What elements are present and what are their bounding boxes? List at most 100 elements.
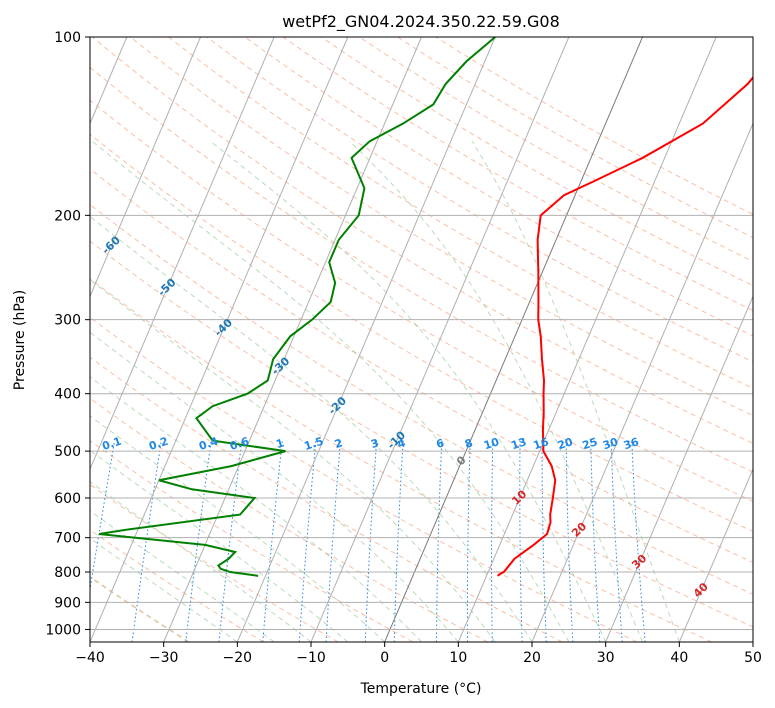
moist-adiabat (90, 481, 312, 642)
chart-title: wetPf2_GN04.2024.350.22.59.G08 (282, 12, 560, 32)
dry-adiabat (90, 529, 264, 642)
background-reference-lines (90, 37, 753, 642)
mixing-ratio-label: 36 (622, 435, 641, 452)
isotherm-line (605, 295, 753, 642)
isotherm-label: 0 (454, 453, 469, 468)
mixing-ratio-label: 30 (601, 435, 620, 452)
moist-adiabat (90, 537, 238, 642)
mixing-ratio-label: 0.1 (101, 435, 124, 453)
moist-adiabat (349, 140, 643, 642)
mixing-ratio-line (435, 440, 443, 642)
y-tick-label: 500 (54, 444, 81, 460)
dewpoint-profile (99, 37, 496, 577)
isotherm-label: 20 (569, 520, 589, 540)
dry-adiabat (90, 66, 753, 473)
mixing-ratio-line (541, 440, 547, 642)
mixing-ratio-line (393, 440, 404, 642)
plot-frame (89, 36, 754, 643)
mixing-ratio-line (325, 440, 342, 642)
mixing-ratio-label: 16 (532, 435, 551, 452)
y-tick-label: 1000 (45, 622, 81, 638)
isotherm-label: 40 (691, 580, 711, 600)
y-tick-label: 400 (54, 387, 81, 403)
y-tick-label: 800 (54, 565, 81, 581)
isotherm-line (752, 640, 753, 642)
dry-adiabat (90, 397, 488, 642)
y-axis-label: Pressure (hPa) (12, 290, 28, 390)
isotherm-label: -30 (269, 354, 293, 377)
mixing-ratio-line (519, 440, 523, 642)
isotherm-line (457, 37, 717, 642)
mixing-ratio-label: 8 (463, 436, 474, 451)
mixing-ratio-line (631, 440, 646, 642)
dry-adiabat (90, 575, 190, 642)
dry-adiabat (91, 37, 753, 445)
isotherm-label: 30 (629, 552, 649, 572)
x-axis-label: Temperature (°C) (360, 681, 482, 697)
isotherm-line (90, 37, 349, 642)
mixing-ratio-label: 4 (396, 436, 408, 451)
y-tick-label: 900 (54, 595, 81, 611)
mixing-ratio-label: 20 (556, 435, 575, 452)
isotherm-label: -50 (155, 276, 179, 299)
mixing-ratio-line (466, 440, 471, 642)
x-tick-label: 30 (597, 650, 615, 666)
dry-adiabat (168, 37, 753, 389)
y-tick-label: 200 (54, 208, 81, 224)
moist-adiabat (90, 449, 349, 642)
x-tick-label: −30 (149, 650, 179, 666)
series-layer (99, 37, 753, 577)
x-tick-label: 0 (380, 650, 389, 666)
dry-adiabat (282, 37, 753, 312)
isotherm-line (531, 122, 753, 642)
mixing-ratio-line (364, 440, 378, 642)
mixing-ratio-line (610, 440, 623, 642)
y-tick-label: 100 (54, 30, 81, 46)
x-tick-label: 50 (744, 650, 762, 666)
isotherm-line (90, 37, 275, 471)
x-axis: −40 −30 −20 −10 0 10 20 30 40 50 (75, 642, 762, 666)
dry-adiabat (320, 37, 753, 287)
temperature-profile (496, 75, 753, 577)
dry-adiabat (130, 37, 753, 417)
mixing-ratio-label: 6 (435, 436, 447, 451)
x-tick-label: −20 (223, 650, 253, 666)
mixing-ratio-label: 10 (482, 435, 501, 452)
dry-adiabat (90, 278, 712, 642)
isotherm-line (163, 37, 422, 642)
mixing-ratio-label: 0.6 (228, 434, 251, 452)
mixing-ratio-line (590, 440, 601, 642)
grid-lines (90, 37, 753, 642)
mixing-ratio-line (90, 440, 116, 593)
isotherm-line (236, 37, 496, 642)
moist-adiabat (471, 141, 680, 642)
isotherm-label: -20 (326, 394, 350, 417)
x-tick-label: −10 (296, 650, 326, 666)
isotherm-line (310, 37, 570, 642)
mixing-ratio-label: 1.5 (303, 435, 326, 453)
mixing-ratio-label: 25 (581, 435, 600, 452)
dry-adiabat (90, 240, 753, 628)
mixing-ratio-line (218, 440, 243, 642)
x-tick-label: −40 (75, 650, 105, 666)
mixing-ratio-line (491, 440, 494, 642)
dry-adiabat (90, 440, 414, 642)
isotherm-line (678, 467, 753, 642)
mixing-ratio-line (131, 440, 162, 642)
isotherm-label: 10 (509, 487, 529, 507)
moist-adiabat (90, 510, 275, 642)
mixing-ratio-label: 3 (369, 436, 380, 451)
y-axis: 100 200 300 400 500 600 700 800 900 1000 (45, 30, 90, 638)
mixing-ratio-line (262, 440, 283, 642)
dry-adiabat (435, 37, 753, 215)
x-tick-label: 10 (449, 650, 467, 666)
dry-adiabat (206, 37, 753, 363)
isotherm-label: -60 (100, 233, 124, 256)
isotherm-line (90, 37, 201, 298)
isotherm-label: -80 (0, 154, 10, 177)
dry-adiabat (359, 37, 753, 262)
y-tick-label: 300 (54, 313, 81, 329)
x-tick-label: 20 (523, 650, 541, 666)
mixing-ratio-line (185, 440, 212, 642)
